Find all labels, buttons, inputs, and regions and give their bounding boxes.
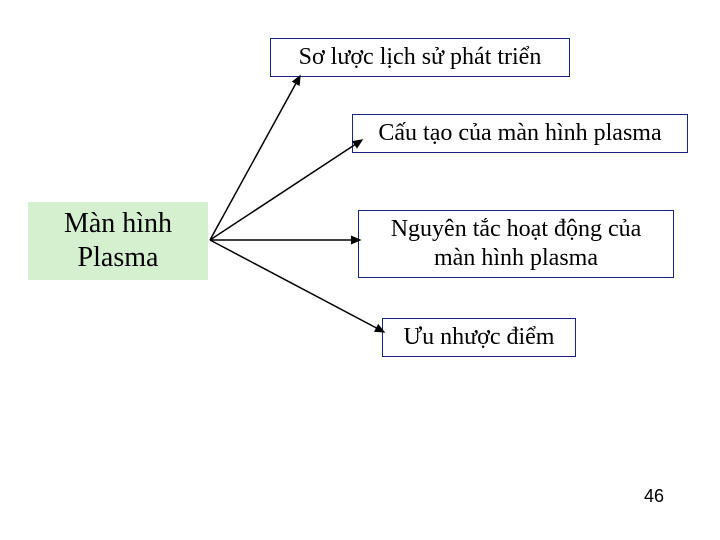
child-label-c3: Nguyên tắc hoạt động của màn hình plasma [391, 215, 642, 273]
child-label-c1: Sơ lược lịch sử phát triển [299, 43, 542, 72]
child-label-c2: Cấu tạo của màn hình plasma [378, 119, 661, 148]
child-label-c4: Ưu nhược điểm [404, 323, 555, 352]
arrow-2 [210, 140, 362, 240]
root-node: Màn hình Plasma [28, 202, 208, 280]
child-node-c3: Nguyên tắc hoạt động của màn hình plasma [358, 210, 674, 278]
child-node-c4: Ưu nhược điểm [382, 318, 576, 357]
child-node-c1: Sơ lược lịch sử phát triển [270, 38, 570, 77]
arrow-1 [210, 76, 300, 240]
root-label: Màn hình Plasma [64, 207, 172, 274]
child-node-c2: Cấu tạo của màn hình plasma [352, 114, 688, 153]
page-number: 46 [644, 486, 664, 507]
